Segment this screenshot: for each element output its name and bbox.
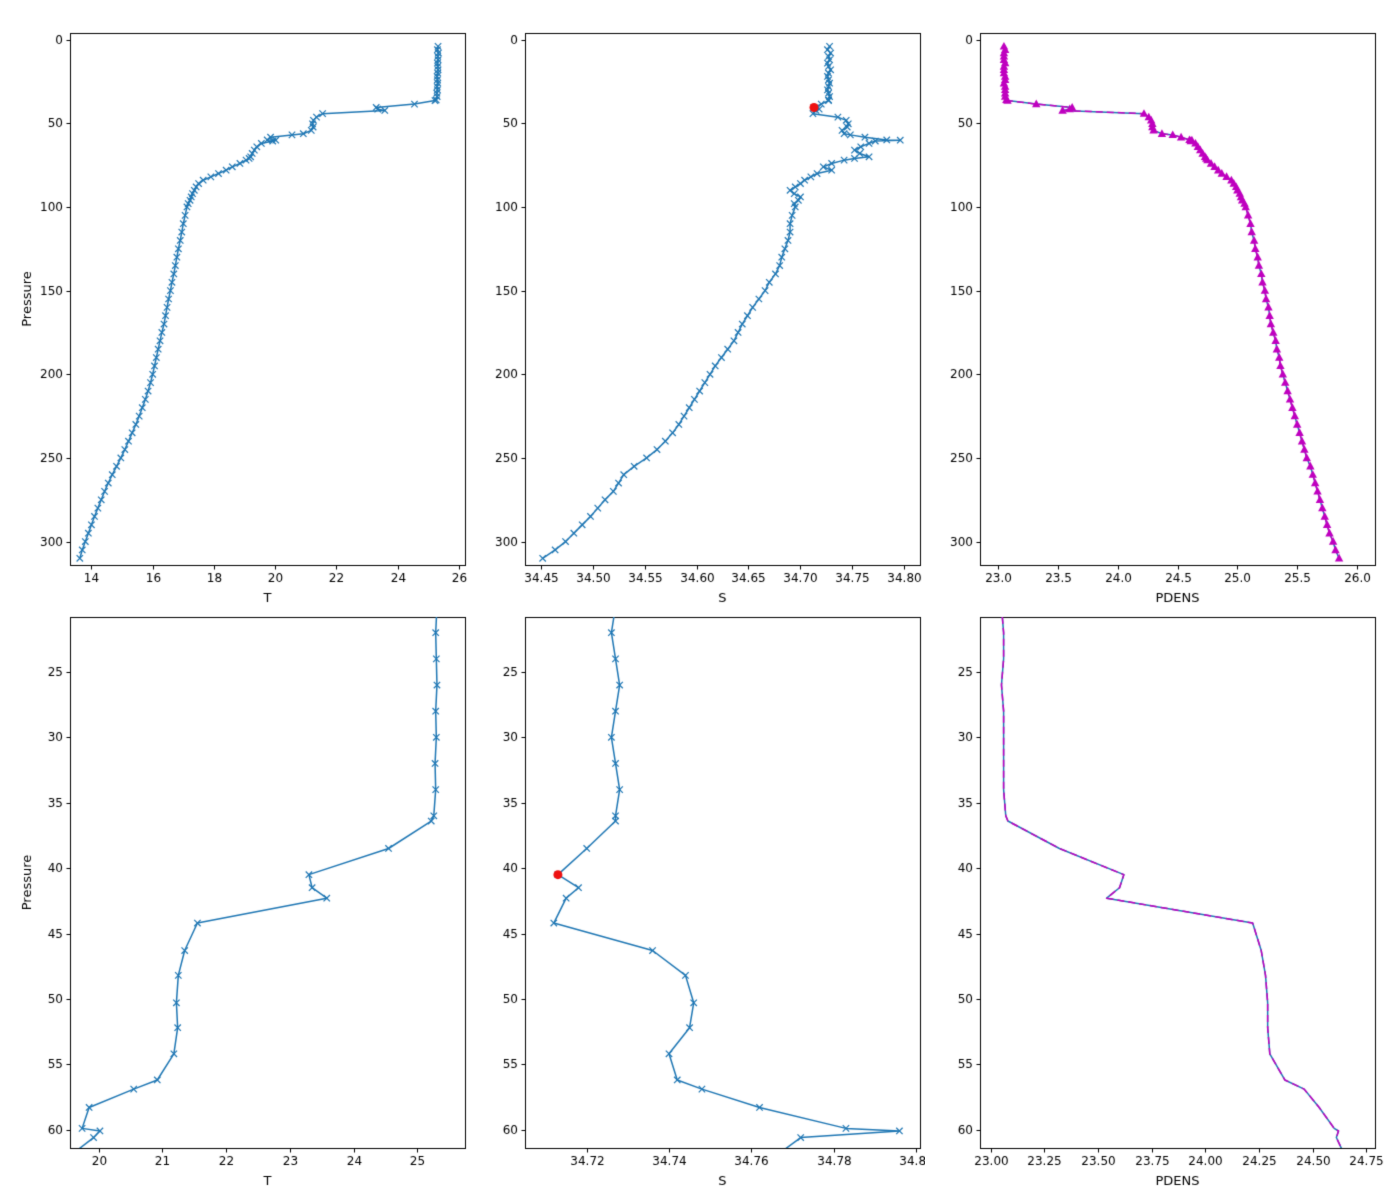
subplot-temperature-zoom — [0, 615, 470, 1200]
subplot-pdens-full — [925, 0, 1400, 615]
subplot-salinity-full — [470, 0, 925, 615]
subplot-salinity-zoom — [470, 615, 925, 1200]
subplot-pdens-zoom — [925, 615, 1400, 1200]
subplot-temperature-full — [0, 0, 470, 615]
